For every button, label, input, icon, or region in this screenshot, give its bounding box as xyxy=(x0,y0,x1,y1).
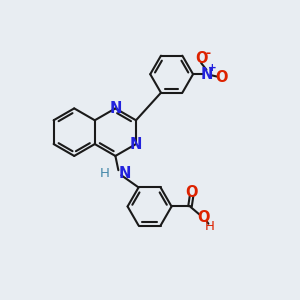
Text: O: O xyxy=(215,70,227,85)
Text: -: - xyxy=(206,47,211,60)
Text: O: O xyxy=(195,51,207,66)
Text: O: O xyxy=(185,185,198,200)
Text: H: H xyxy=(205,220,215,233)
Text: +: + xyxy=(208,63,217,73)
Text: H: H xyxy=(100,167,110,180)
Text: N: N xyxy=(109,101,122,116)
Text: O: O xyxy=(197,210,210,225)
Text: N: N xyxy=(118,166,131,181)
Text: N: N xyxy=(200,67,213,82)
Text: N: N xyxy=(130,136,142,152)
